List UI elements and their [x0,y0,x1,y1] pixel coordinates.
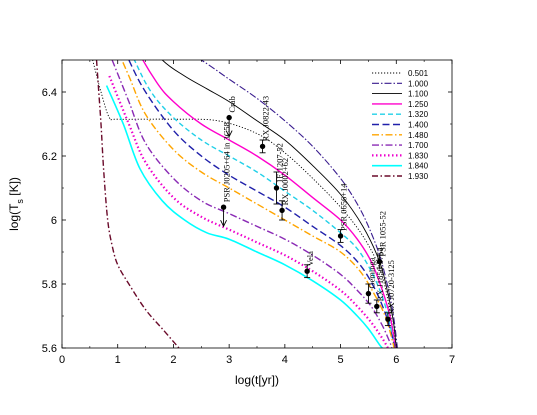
observation-marker [337,233,344,239]
x-tick-label: 2 [170,354,176,366]
y-tick-label: 5.6 [42,343,57,355]
observation-marker [273,185,280,191]
x-tick-label: 3 [226,354,232,366]
legend-label: 1.930 [408,172,429,181]
legend-label: 1.000 [408,79,429,88]
legend-label: 1.840 [408,162,429,171]
y-tick-label: 6.4 [42,87,57,99]
observation-point: Crab [225,96,237,138]
observation-marker [220,204,227,210]
observation-marker [374,303,380,310]
observation-point: Geminga [365,257,376,304]
legend-label: 1.830 [408,151,429,160]
y-tick-label: 5.8 [42,279,57,291]
axes-layer: 0 1 2 3 4 5 6 7 5.6 5.8 6 6.2 6.4 [42,59,455,366]
legend-label: 1.250 [408,100,429,109]
x-tick-label: 4 [282,354,288,366]
arrow-head [225,130,233,138]
observation-label: RX J0822-43 [261,96,271,142]
legend-label: 0.501 [408,69,429,78]
x-tick-label: 0 [59,354,65,366]
y-tick-label: 6.2 [42,151,57,163]
curve-1.400 [128,60,396,348]
x-axis-label: log(t[yr]) [235,373,279,387]
observation-label: PSR 0656+14 [339,183,349,231]
curve-1.320 [133,60,396,348]
observation-point: Vela [304,251,315,279]
x-tick-label: 7 [449,354,455,366]
curve-1.930 [95,60,180,348]
legend-label: 1.480 [408,131,429,140]
arrow-head [220,219,227,228]
observation-label: RX J0720-3125 [386,260,396,314]
x-tick-label: 1 [115,354,121,366]
observation-point: PSR 1055-52 [376,211,388,269]
y-tick-label: 6 [51,215,57,227]
curve-1.840 [105,85,383,348]
y-axis-label: log(Ts [K]) [7,177,25,231]
observation-marker [365,290,372,297]
curve-1.000 [200,60,398,348]
observation-point: RX J0720-3125 [384,260,396,327]
legend-label: 1.700 [408,141,429,150]
observation-point: 1E 1207-52 [273,143,285,205]
curve-1.100 [161,60,397,348]
observation-point: RX J0822-43 [259,96,271,154]
legend-label: 1.400 [408,121,429,130]
observation-point: PSR 0656+14 [337,183,349,243]
observation-marker [259,143,266,150]
curve-1.250 [142,60,396,348]
observation-label: Crab [227,96,237,113]
observation-label: PSR J0205+64 in 3C58 [222,122,232,202]
curve-1.830 [108,75,389,348]
observation-marker [385,316,391,322]
observation-marker [304,268,310,274]
observation-label: 1E 1207-52 [275,143,285,183]
observation-label: PSR 1055-52 [378,211,388,257]
legend-label: 1.320 [408,110,429,119]
curve-1.700 [111,60,393,348]
observation-point: PSR J0205+64 in 3C58 [220,122,232,228]
observation-point: RX J1856-3754 [373,247,385,314]
observation-marker [279,207,285,214]
observation-label: RX J1856-3754 [375,247,385,302]
observation-label: Geminga [366,257,376,288]
observation-label: Vela [305,251,315,266]
observation-marker [376,258,383,265]
observation-marker [226,114,232,121]
legend-label: 1.100 [408,90,429,99]
x-tick-label: 6 [393,354,399,366]
x-tick-label: 5 [338,354,344,366]
observation-point: RX J0002+62 [279,158,290,221]
observation-label: RX J0002+62 [280,158,290,206]
